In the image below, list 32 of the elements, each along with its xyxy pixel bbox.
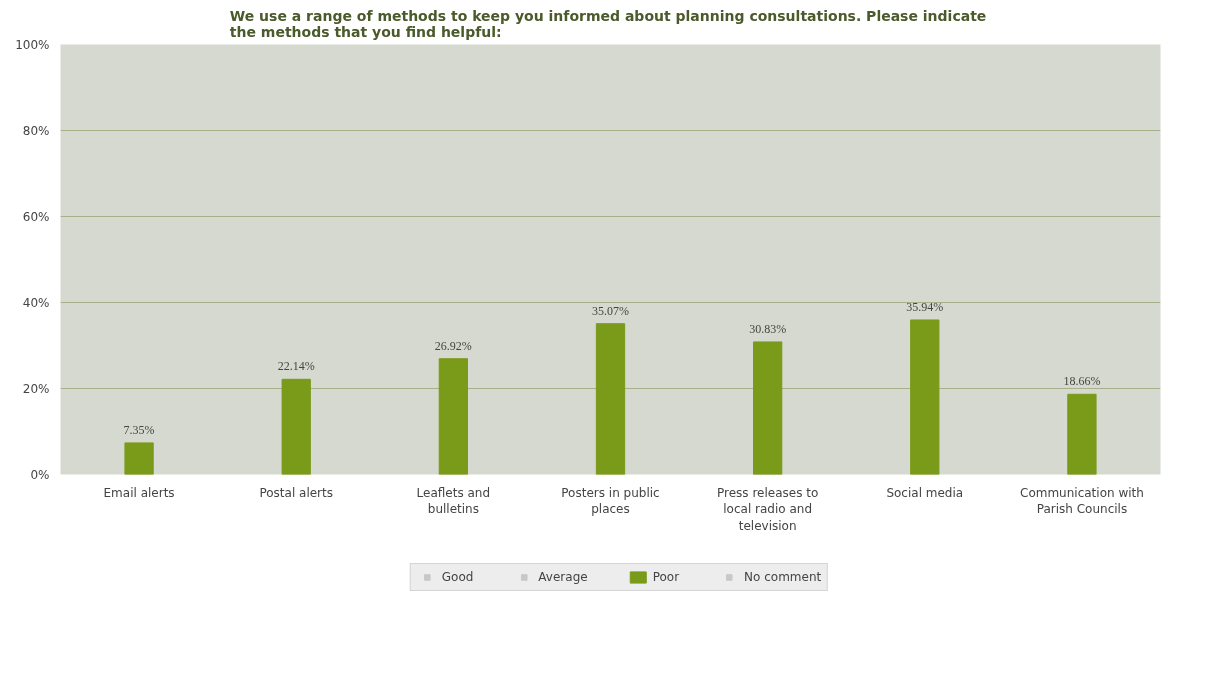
x-tick-label: Leaflets and bulletins: [416, 485, 491, 517]
x-tick-label: Communication with Parish Councils: [1020, 485, 1144, 517]
x-tick-label: Email alerts: [103, 485, 175, 500]
bar: [1067, 393, 1097, 475]
data-label: 30.83%: [749, 321, 787, 336]
bar: [595, 323, 626, 475]
legend-label: Average: [538, 570, 588, 584]
x-tick-label: Social media: [886, 485, 964, 500]
y-tick-label: 80%: [22, 123, 50, 138]
x-tick-label: Press releases to local radio and television: [717, 485, 819, 534]
legend-label: Good: [441, 570, 474, 584]
data-label: 35.94%: [906, 299, 944, 314]
data-label: 18.66%: [1063, 374, 1101, 389]
bar: [281, 378, 311, 475]
data-label: 35.07%: [592, 303, 629, 318]
data-label: 22.14%: [277, 359, 315, 374]
y-tick-label: 20%: [22, 381, 50, 396]
bar: [753, 341, 783, 475]
data-label: 7.35%: [123, 422, 155, 437]
x-tick-label: Posters in public places: [561, 485, 660, 517]
bar: [910, 319, 940, 475]
y-tick-label: 0%: [30, 467, 50, 482]
y-tick-label: 40%: [22, 295, 50, 310]
bar: [438, 358, 468, 475]
chart-title: We use a range of methods to keep you informed about planning consultations. Please indicate the methods that you find helpful:: [229, 7, 987, 40]
y-tick-label: 60%: [22, 209, 50, 224]
bar: [124, 442, 154, 475]
data-label: 26.92%: [434, 338, 472, 353]
x-tick-label: Postal alerts: [259, 485, 334, 500]
legend-label: No comment: [744, 570, 822, 584]
legend-label: Poor: [652, 570, 680, 584]
y-tick-label: 100%: [15, 37, 50, 52]
